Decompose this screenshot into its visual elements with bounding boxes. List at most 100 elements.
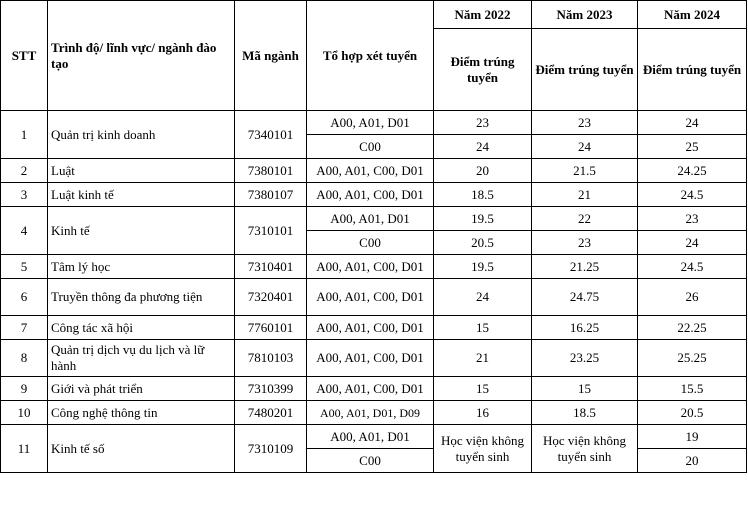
score-2024-cell: 25.25: [637, 339, 747, 377]
score-2023-cell: 24.75: [531, 278, 638, 316]
score-2024-cell: 24.5: [637, 254, 747, 279]
score-2022-cell: 21: [433, 339, 532, 377]
score-2022-cell: 24: [433, 134, 532, 159]
code-cell: 7310399: [234, 376, 307, 401]
table-row: 8 Quản trị dịch vụ du lịch và lữ hành 78…: [0, 339, 747, 377]
header-row: STT Trình độ/ lĩnh vực/ ngành đào tạo Mã…: [0, 0, 747, 111]
code-cell: 7340101: [234, 110, 307, 159]
table-row: C00 20: [1, 448, 747, 473]
admission-score-table: STT Trình độ/ lĩnh vực/ ngành đào tạo Mã…: [0, 0, 747, 473]
col-header-year-2023: Năm 2023: [531, 0, 638, 29]
col-header-code: Mã ngành: [234, 0, 307, 111]
col-header-program: Trình độ/ lĩnh vực/ ngành đào tạo: [47, 0, 235, 111]
score-2024-cell: 22.25: [637, 315, 747, 340]
score-2023-cell: 23.25: [531, 339, 638, 377]
stt-cell: 2: [0, 158, 48, 183]
stt-cell: 4: [0, 206, 48, 255]
score-2022-cell: 16: [433, 400, 532, 425]
score-label-2022: Điểm trúng tuyển: [433, 28, 532, 111]
table-row: 4 Kinh tế 7310101 A00, A01, D01 19.5 22 …: [0, 206, 747, 255]
score-2022-cell: 19.5: [433, 254, 532, 279]
score-2024-cell: 20: [637, 448, 747, 473]
code-cell: 7380101: [234, 158, 307, 183]
score-2023-cell: 21.25: [531, 254, 638, 279]
program-cell: Tâm lý học: [47, 254, 235, 279]
program-cell: Công tác xã hội: [47, 315, 235, 340]
code-cell: 7320401: [234, 278, 307, 316]
combo-cell: A00, A01, C00, D01: [306, 376, 434, 401]
program-cell: Truyền thông đa phương tiện: [47, 278, 235, 316]
code-cell: 7760101: [234, 315, 307, 340]
program-cell: Kinh tế: [47, 206, 235, 255]
score-2022-cell: 20: [433, 158, 532, 183]
table-row: 5 Tâm lý học 7310401 A00, A01, C00, D01 …: [0, 254, 747, 279]
score-2022-cell: 24: [433, 278, 532, 316]
program-cell: Giới và phát triển: [47, 376, 235, 401]
score-2024-cell: 24.25: [637, 158, 747, 183]
no-admission-2022-cell: Học viện không tuyển sinh: [433, 424, 532, 473]
combo-cell: A00, A01, D01, D09: [306, 400, 434, 425]
score-2022-cell: 20.5: [433, 230, 532, 255]
table-row: 10 Công nghệ thông tin 7480201 A00, A01,…: [0, 400, 747, 425]
stt-cell: 10: [0, 400, 48, 425]
stt-cell: 3: [0, 182, 48, 207]
score-2022-cell: 15: [433, 376, 532, 401]
combo-cell: A00, A01, C00, D01: [306, 182, 434, 207]
score-2023-cell: 23: [531, 230, 638, 255]
score-label-2023: Điểm trúng tuyển: [531, 28, 638, 111]
stt-cell: 6: [0, 278, 48, 316]
table-row: 11 Kinh tế số 7310109 A00, A01, D01 Học …: [0, 424, 747, 473]
stt-cell: 8: [0, 339, 48, 377]
combo-cell: A00, A01, C00, D01: [306, 254, 434, 279]
combo-cell: C00: [306, 134, 434, 159]
score-2023-cell: 21: [531, 182, 638, 207]
score-2024-cell: 24: [637, 230, 747, 255]
table-row: 3 Luật kinh tế 7380107 A00, A01, C00, D0…: [0, 182, 747, 207]
code-cell: 7310109: [234, 424, 307, 473]
code-cell: 7380107: [234, 182, 307, 207]
program-cell: Luật: [47, 158, 235, 183]
score-2024-cell: 20.5: [637, 400, 747, 425]
no-admission-2023-cell: Học viện không tuyển sinh: [531, 424, 638, 473]
stt-cell: 9: [0, 376, 48, 401]
combo-cell: C00: [306, 448, 434, 473]
table-row: 1 Quản trị kinh doanh 7340101 A00, A01, …: [0, 110, 747, 159]
score-2022-cell: 15: [433, 315, 532, 340]
score-2024-cell: 26: [637, 278, 747, 316]
score-2023-cell: 22: [531, 206, 638, 231]
table-row: C00 24 24 25: [1, 134, 747, 159]
stt-cell: 5: [0, 254, 48, 279]
combo-cell: C00: [306, 230, 434, 255]
score-2024-cell: 19: [637, 424, 747, 449]
combo-cell: A00, A01, C00, D01: [306, 158, 434, 183]
code-cell: 7480201: [234, 400, 307, 425]
combo-cell: A00, A01, C00, D01: [306, 315, 434, 340]
program-cell: Công nghệ thông tin: [47, 400, 235, 425]
stt-cell: 11: [0, 424, 48, 473]
score-2022-cell: 19.5: [433, 206, 532, 231]
score-2024-cell: 24.5: [637, 182, 747, 207]
table-row: 9 Giới và phát triển 7310399 A00, A01, C…: [0, 376, 747, 401]
score-2023-cell: 21.5: [531, 158, 638, 183]
col-header-year-2024: Năm 2024: [637, 0, 747, 29]
program-cell: Quản trị kinh doanh: [47, 110, 235, 159]
program-cell: Luật kinh tế: [47, 182, 235, 207]
col-header-year-2022: Năm 2022: [433, 0, 532, 29]
stt-cell: 1: [0, 110, 48, 159]
program-cell: Quản trị dịch vụ du lịch và lữ hành: [47, 339, 235, 377]
stt-cell: 7: [0, 315, 48, 340]
score-2024-cell: 25: [637, 134, 747, 159]
combo-cell: A00, A01, C00, D01: [306, 339, 434, 377]
table-row: 2 Luật 7380101 A00, A01, C00, D01 20 21.…: [0, 158, 747, 183]
code-cell: 7310401: [234, 254, 307, 279]
score-2024-cell: 24: [637, 110, 747, 135]
score-2023-cell: 16.25: [531, 315, 638, 340]
combo-cell: A00, A01, D01: [306, 424, 434, 449]
header-subrow: Điểm trúng tuyển Điểm trúng tuyển Điểm t…: [1, 28, 747, 111]
program-cell: Kinh tế số: [47, 424, 235, 473]
score-2023-cell: 23: [531, 110, 638, 135]
combo-cell: A00, A01, D01: [306, 206, 434, 231]
col-header-combo: Tổ hợp xét tuyển: [306, 0, 434, 111]
score-2024-cell: 23: [637, 206, 747, 231]
score-2023-cell: 18.5: [531, 400, 638, 425]
